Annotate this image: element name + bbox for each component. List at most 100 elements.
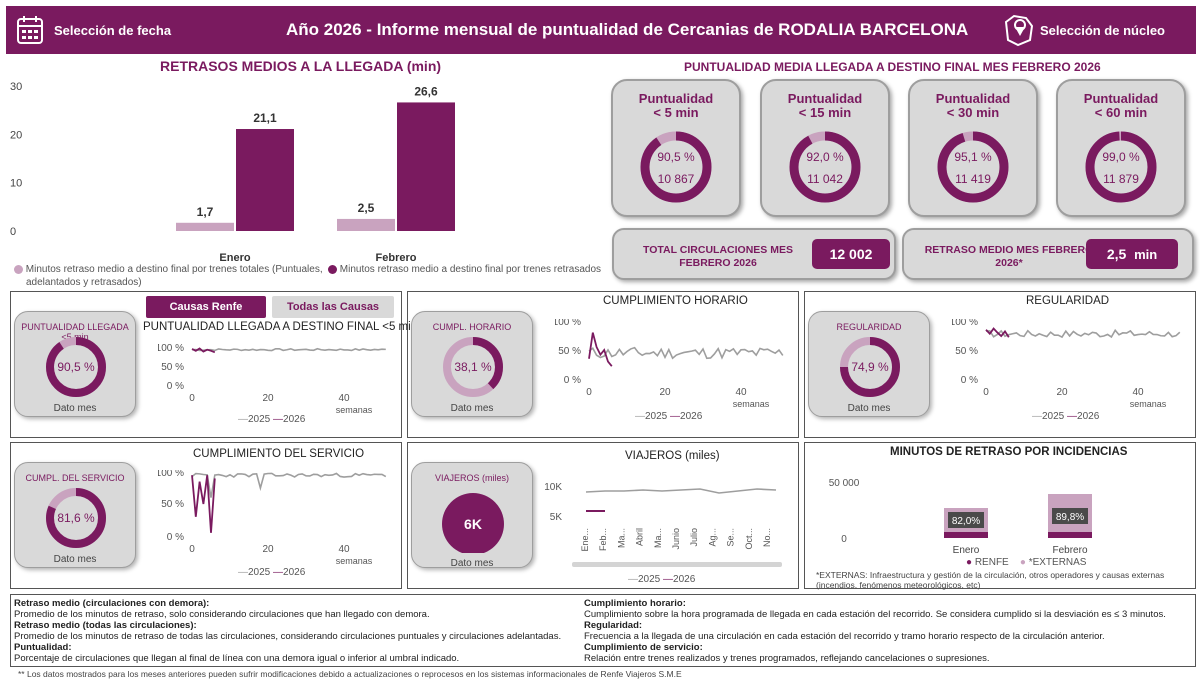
punctuality-card: Puntualidad < 15 min 92,0 % 11 042 <box>760 79 890 217</box>
horizontal-scrollbar[interactable] <box>572 562 782 567</box>
x-month-label: Ma... <box>616 528 626 548</box>
regularidad-card-foot: Dato mes <box>847 403 891 414</box>
regularidad-gauge: 74,9 % <box>840 337 900 397</box>
incidents-legend: ● RENFE ● *EXTERNAS <box>966 557 1086 568</box>
y-tick-label: 100 % <box>158 470 184 479</box>
servicio-gauge-card: CUMPL. DEL SERVICIO 81,6 % Dato mes <box>14 462 136 568</box>
legend-2025-swatch: — <box>1032 411 1042 422</box>
footnote: ** Los datos mostrados para los meses an… <box>18 669 682 679</box>
punctuality-gauge: 95,1 % 11 419 <box>937 131 1009 203</box>
x-tick-label: 0 <box>189 544 195 555</box>
x-category-label: Enero <box>219 252 250 264</box>
x-tick-label: 0 <box>983 387 989 398</box>
legend-total: Minutos retraso medio a destino final po… <box>14 264 323 275</box>
punct-legend: —2025 —2026 <box>238 414 305 425</box>
glossary-definition: Porcentaje de circulaciones que llegan a… <box>14 653 460 664</box>
y-tick-label: 0 <box>841 534 847 545</box>
legend-2026-swatch: — <box>273 414 284 425</box>
series-2025-line <box>985 328 1181 339</box>
punct-percent: 90,5 % <box>57 360 95 374</box>
nucleus-selector-button[interactable]: Selección de núcleo <box>1040 23 1165 38</box>
bar-febrero-s2 <box>397 102 455 231</box>
series-2026-line <box>191 347 216 354</box>
legend-2026: 2026 <box>1077 411 1100 422</box>
horario-card-foot: Dato mes <box>450 403 494 414</box>
bar-febrero-s1 <box>337 218 395 231</box>
series-2025-line <box>191 472 387 498</box>
punctuality-percent: 92,0 % <box>806 150 844 164</box>
date-selector-button[interactable]: Selección de fecha <box>54 23 172 38</box>
viajeros-gauge-card: VIAJEROS (miles) 6K Dato mes <box>411 462 533 569</box>
glossary-term: Cumplimiento de servicio: <box>584 642 703 653</box>
horario-panel-title: CUMPLIMIENTO HORARIO <box>603 295 748 307</box>
x-month-label: Se... <box>726 528 736 547</box>
y-tick-label: 5K <box>550 512 563 523</box>
legend-renfe: RENFE <box>974 557 1009 568</box>
x-category-label: Febrero <box>1052 545 1087 556</box>
regularidad-legend: —2025 —2026 <box>1032 411 1099 422</box>
legend-2025: 2025 <box>1042 411 1065 422</box>
y-tick-label: 0 <box>10 226 16 238</box>
legend-2026: 2026 <box>283 414 306 425</box>
x-tick-label: 0 <box>189 393 195 404</box>
punct-gauge-card: PUNTUALIDAD LLEGADA <5 min 90,5 % Dato mes <box>14 311 136 417</box>
total-circulations-label: TOTAL CIRCULACIONES MES FEBRERO 2026 <box>643 244 793 269</box>
viajeros-value: 6K <box>464 516 482 532</box>
y-tick-label: 10 <box>10 178 22 190</box>
x-axis-label: semanas <box>733 399 770 409</box>
average-delay-unit: min <box>1134 247 1158 262</box>
total-circulations-card: TOTAL CIRCULACIONES MES FEBRERO 2026 12 … <box>612 228 896 280</box>
delays-bar-chart: 0 10 20 30 1,7 21,1 Enero 2,5 26,6 Febrero <box>10 81 455 264</box>
y-tick-label: 50 000 <box>829 478 860 489</box>
map-pin-icon[interactable] <box>1002 12 1036 48</box>
x-tick-label: 40 <box>735 387 747 398</box>
x-tick-label: 40 <box>338 393 350 404</box>
x-category-label: Enero <box>953 545 980 556</box>
punctuality-percent: 90,5 % <box>657 150 695 164</box>
legend-externas: *EXTERNAS <box>1028 557 1087 568</box>
x-month-label: Oct... <box>744 528 754 550</box>
legend-dot-dark <box>328 264 337 274</box>
series-2025-line <box>588 346 784 360</box>
y-tick-label: 0 % <box>961 375 978 386</box>
viajeros-panel-title: VIAJEROS (miles) <box>625 450 720 462</box>
average-delay-value: 2,5 min <box>1086 239 1178 269</box>
series-2026-line <box>588 332 613 367</box>
punctuality-card-line1: Puntualidad <box>1083 91 1159 106</box>
horario-percent: 38,1 % <box>454 360 492 374</box>
bar-data-label: 21,1 <box>253 111 277 125</box>
glossary-term: Retraso medio (todas las circulaciones): <box>14 620 197 631</box>
punct-ring-fill <box>46 337 106 397</box>
x-month-label: Abril <box>635 528 645 546</box>
y-tick-label: 30 <box>10 81 22 93</box>
bar-data-label: 1,7 <box>197 205 214 219</box>
calendar-icon[interactable] <box>16 15 44 45</box>
punctuality-ring-fill <box>789 131 861 203</box>
delays-chart-title: RETRASOS MEDIOS A LA LLEGADA (min) <box>160 58 442 74</box>
servicio-card-foot: Dato mes <box>53 554 97 565</box>
average-delay-card: RETRASO MEDIO MES FEBRERO 2026* 2,5 min <box>902 228 1194 280</box>
glossary-definition: Frecuencia a la llegada de una circulaci… <box>584 631 1105 642</box>
x-tick-label: 40 <box>1132 387 1144 398</box>
incidents-bar-chart: 50 000 0 82,0% Enero 89,8% Febrero <box>829 478 1092 556</box>
legend-externas-dot: ● <box>1019 557 1026 568</box>
filter-renfe-button[interactable]: Causas Renfe <box>146 296 266 318</box>
x-month-label: Ma... <box>653 528 663 548</box>
y-tick-label: 10K <box>544 482 562 493</box>
punctuality-card: Puntualidad < 30 min 95,1 % 11 419 <box>908 79 1038 217</box>
filter-all-button[interactable]: Todas las Causas <box>272 296 394 318</box>
horario-legend: —2025 —2026 <box>635 411 702 422</box>
incidents-panel <box>804 442 1196 589</box>
x-axis-label: semanas <box>1130 399 1167 409</box>
x-tick-label: 20 <box>659 387 671 398</box>
bar-data-label: 26,6 <box>414 84 438 98</box>
legend-delayed-text: Minutos retraso medio a destino final po… <box>339 264 602 275</box>
glossary-term: Regularidad: <box>584 620 643 631</box>
page-title: Año 2026 - Informe mensual de puntualida… <box>286 20 969 39</box>
x-month-label: No... <box>762 528 772 547</box>
pct-label: 82,0% <box>952 516 980 527</box>
punctuality-card-line2: < 60 min <box>1094 105 1148 120</box>
punct-card-label: PUNTUALIDAD LLEGADA <5 min <box>21 322 129 342</box>
